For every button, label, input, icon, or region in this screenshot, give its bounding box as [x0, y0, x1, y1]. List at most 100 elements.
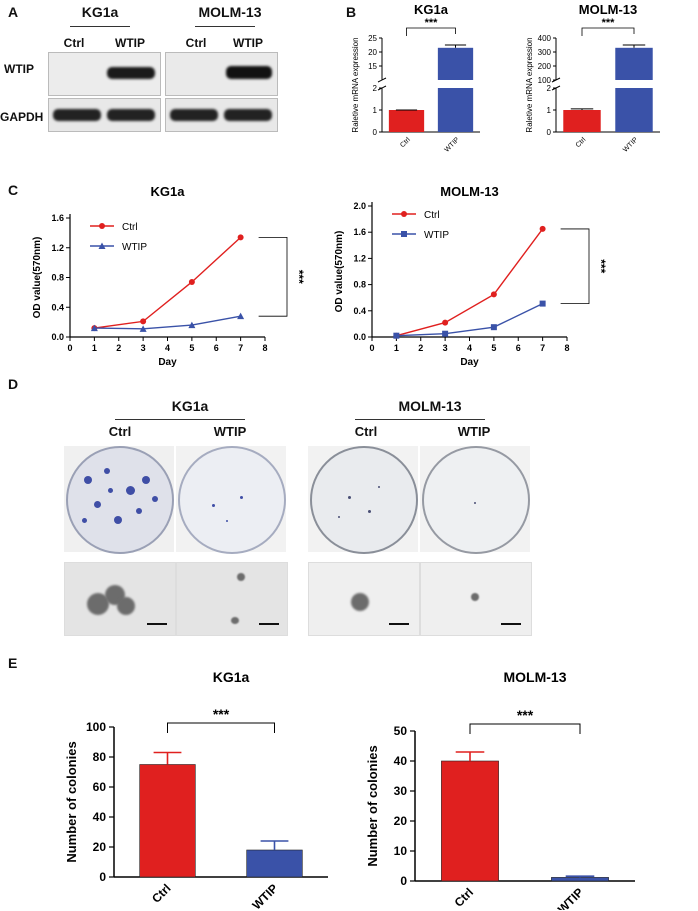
bar — [563, 110, 601, 132]
significance-label: *** — [594, 259, 608, 273]
x-tick-label: WTIP — [444, 136, 462, 154]
x-tick-label: 0 — [67, 343, 72, 353]
y-tick-label: 0 — [99, 870, 106, 884]
y-tick-label: 0.8 — [51, 273, 64, 283]
data-point — [99, 223, 105, 229]
protein-label-gapdh: GAPDH — [0, 110, 44, 124]
colony — [94, 501, 101, 508]
y-tick-label: 1 — [373, 106, 378, 115]
chart-b-kg1a-mrna: KG1a 0 1 2 15 20 25 Raletive mRNA expression Ctr… — [351, 2, 480, 154]
x-tick-label: 7 — [540, 343, 545, 353]
condition-label-wtip: WTIP — [457, 424, 491, 439]
significance-bracket — [469, 723, 581, 734]
blot-gapdh-molm13 — [165, 98, 278, 132]
x-tick-label: 3 — [443, 343, 448, 353]
colony — [351, 593, 369, 611]
y-tick-label: 25 — [368, 34, 377, 43]
colony — [136, 508, 142, 514]
x-tick-label: 5 — [189, 343, 194, 353]
x-tick-label: 4 — [165, 343, 170, 353]
data-point — [490, 324, 497, 331]
protein-label-wtip: WTIP — [4, 62, 34, 76]
colony — [378, 486, 380, 488]
colony — [212, 504, 215, 507]
y-tick-label: 0.4 — [353, 306, 366, 316]
data-point — [490, 291, 497, 298]
x-tick-label: 1 — [394, 343, 399, 353]
x-tick-label: 6 — [214, 343, 219, 353]
y-tick-label: 0 — [400, 874, 407, 888]
significance-label: *** — [292, 270, 306, 284]
band — [170, 109, 218, 121]
panel-letter-c: C — [8, 182, 19, 198]
lane-label-wtip: WTIP — [115, 36, 145, 50]
data-point — [401, 211, 407, 217]
y-tick-label: 0.0 — [353, 332, 366, 342]
culture-plate — [422, 446, 530, 554]
colony — [231, 617, 239, 624]
y-tick-label: 20 — [368, 48, 377, 57]
y-tick-label: 1.6 — [353, 227, 366, 237]
y-tick-label: 2.0 — [353, 201, 366, 211]
series-line — [94, 315, 241, 330]
y-axis-label: Number of colonies — [64, 741, 79, 862]
scale-bar — [389, 623, 409, 625]
colony — [142, 476, 150, 484]
colony — [240, 496, 243, 499]
colony — [87, 593, 109, 615]
x-tick-label: 8 — [262, 343, 267, 353]
y-tick-label: 0 — [547, 128, 552, 137]
colony-title-kg1a: KG1a — [171, 398, 209, 414]
colony — [117, 597, 135, 615]
x-tick-label: WTIP — [555, 885, 586, 910]
legend-label: WTIP — [424, 230, 449, 241]
colony-title-molm13: MOLM-13 — [398, 398, 462, 414]
culture-plate — [178, 446, 286, 554]
colony — [126, 486, 135, 495]
micrograph-molm13-ctrl — [308, 562, 420, 636]
blot-title-kg1a: KG1a — [81, 4, 119, 20]
y-tick-label: 100 — [86, 720, 106, 734]
y-tick-label: 20 — [394, 814, 408, 828]
series-line — [396, 228, 544, 337]
blot-gapdh-kg1a — [48, 98, 161, 132]
condition-label-ctrl: Ctrl — [354, 424, 378, 439]
y-axis-label: OD value(570nm) — [334, 231, 345, 313]
chart-c-kg1a-growth: KG1a 0.0 0.4 0.8 1.2 1.6 0 1 2 3 4 5 6 7 8 Day OD value(… — [32, 184, 306, 368]
y-tick-label: 30 — [394, 784, 408, 798]
x-tick-label: 0 — [369, 343, 374, 353]
legend-label: Ctrl — [424, 210, 440, 221]
axis-break-mark — [377, 77, 387, 83]
data-point — [401, 231, 407, 237]
series-line — [396, 302, 543, 337]
y-tick-label: 2 — [373, 84, 378, 93]
data-point — [539, 300, 546, 307]
chart-title: KG1a — [213, 669, 250, 685]
colony-title-underline — [115, 419, 245, 420]
colony — [368, 510, 371, 513]
y-tick-label: 100 — [538, 76, 552, 85]
legend-label: Ctrl — [122, 222, 138, 233]
significance-label: *** — [602, 17, 616, 29]
x-tick-label: 3 — [141, 343, 146, 353]
plate-photo-kg1a-ctrl — [64, 446, 174, 554]
y-tick-label: 0.4 — [51, 302, 64, 312]
colony — [108, 488, 113, 493]
x-axis-label: Day — [460, 357, 479, 368]
chart-title: MOLM-13 — [440, 184, 499, 199]
colony — [471, 593, 479, 601]
band — [53, 109, 101, 121]
y-tick-label: 1.2 — [51, 243, 64, 253]
x-tick-label: Ctrl — [452, 885, 477, 910]
colony — [338, 516, 340, 518]
y-axis-label: Raletive mRNA expression — [525, 37, 534, 132]
colony — [348, 496, 351, 499]
x-tick-label: 2 — [418, 343, 423, 353]
lane-label-ctrl: Ctrl — [63, 36, 85, 50]
x-tick-label: 1 — [92, 343, 97, 353]
data-point — [90, 324, 98, 332]
data-point — [140, 318, 147, 325]
micrograph-kg1a-wtip — [176, 562, 288, 636]
data-point — [237, 312, 245, 320]
